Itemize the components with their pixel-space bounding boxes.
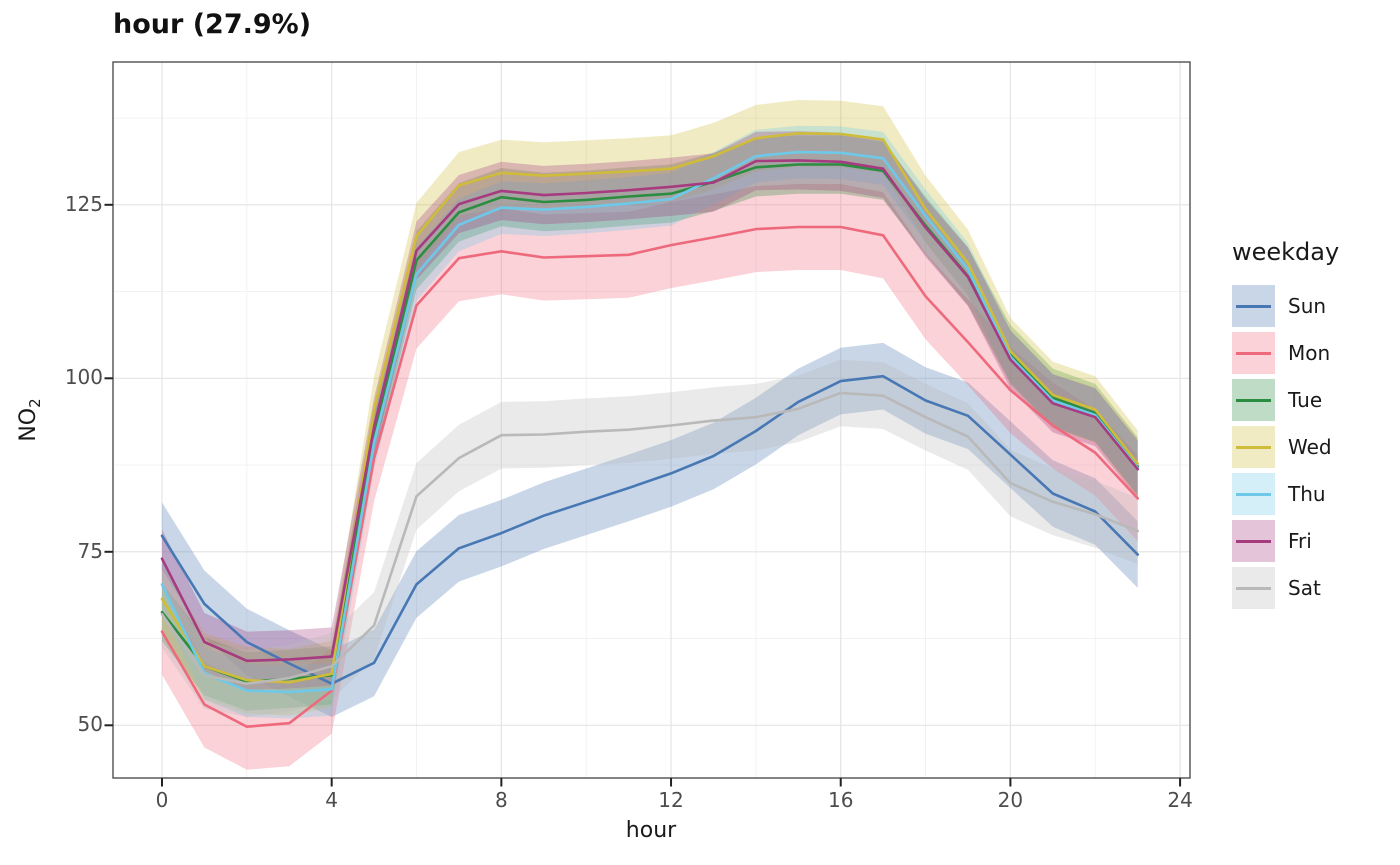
legend-label: Wed xyxy=(1288,435,1332,459)
y-axis-title-subscript: 2 xyxy=(26,398,45,408)
legend-label: Fri xyxy=(1288,529,1312,553)
y-tick-label-75: 75 xyxy=(77,538,103,563)
chart-title: hour (27.9%) xyxy=(113,9,312,40)
legend-key-swatch xyxy=(1232,426,1275,468)
legend-key-swatch xyxy=(1232,473,1275,515)
legend-key-swatch xyxy=(1232,567,1275,609)
x-axis-title: hour xyxy=(625,818,677,843)
legend-entry-sat: Sat xyxy=(1232,567,1339,609)
legend-label: Sun xyxy=(1288,294,1327,318)
x-tick-label-20: 20 xyxy=(997,788,1024,812)
x-tick-label-16: 16 xyxy=(827,788,854,812)
series-band-wed xyxy=(162,100,1138,716)
series-line-sat xyxy=(160,391,1139,686)
series-line-wed xyxy=(160,132,1139,684)
y-axis-title-text: NO xyxy=(15,407,41,442)
legend-key-line xyxy=(1236,398,1271,402)
y-tick-label-125: 125 xyxy=(64,191,103,216)
legend-entry-thu: Thu xyxy=(1232,473,1339,515)
legend-key-line xyxy=(1236,586,1271,590)
series-line-fri xyxy=(160,159,1139,663)
legend-entry-wed: Wed xyxy=(1232,426,1339,468)
legend: weekday Sun Mon Tue Wed Thu Fri Sat xyxy=(1232,238,1339,614)
x-tick-label-8: 8 xyxy=(494,788,508,812)
legend-key-line xyxy=(1236,304,1271,308)
series-line-thu xyxy=(160,150,1139,694)
y-tick-label-100: 100 xyxy=(64,365,103,390)
series-line-sun xyxy=(160,374,1139,686)
legend-key-swatch xyxy=(1232,285,1275,327)
y-tick-label-50: 50 xyxy=(77,712,103,737)
panel-border xyxy=(112,61,1191,779)
series-band-fri xyxy=(162,131,1138,690)
x-tick-label-4: 4 xyxy=(325,788,339,812)
legend-label: Thu xyxy=(1288,482,1326,506)
legend-label: Sat xyxy=(1288,576,1321,600)
legend-entry-tue: Tue xyxy=(1232,379,1339,421)
y-axis-title: NO2 xyxy=(16,398,44,441)
legend-entry-mon: Mon xyxy=(1232,332,1339,374)
legend-entries: Sun Mon Tue Wed Thu Fri Sat xyxy=(1232,285,1339,609)
series-band-mon xyxy=(162,184,1138,770)
legend-label: Mon xyxy=(1288,341,1331,365)
legend-entry-fri: Fri xyxy=(1232,520,1339,562)
legend-key-swatch xyxy=(1232,379,1275,421)
legend-key-line xyxy=(1236,492,1271,496)
legend-key-line xyxy=(1236,445,1271,449)
legend-title: weekday xyxy=(1232,238,1340,266)
legend-key-swatch xyxy=(1232,332,1275,374)
legend-key-line xyxy=(1236,351,1271,355)
legend-entry-sun: Sun xyxy=(1232,285,1339,327)
x-tick-label-0: 0 xyxy=(155,788,169,812)
x-tick-label-12: 12 xyxy=(658,788,684,812)
legend-label: Tue xyxy=(1288,388,1323,412)
x-tick-label-24: 24 xyxy=(1167,788,1193,812)
series-line-mon xyxy=(160,225,1139,729)
series-band-sun xyxy=(162,342,1138,717)
legend-key-swatch xyxy=(1232,520,1275,562)
legend-key-line xyxy=(1236,539,1271,543)
